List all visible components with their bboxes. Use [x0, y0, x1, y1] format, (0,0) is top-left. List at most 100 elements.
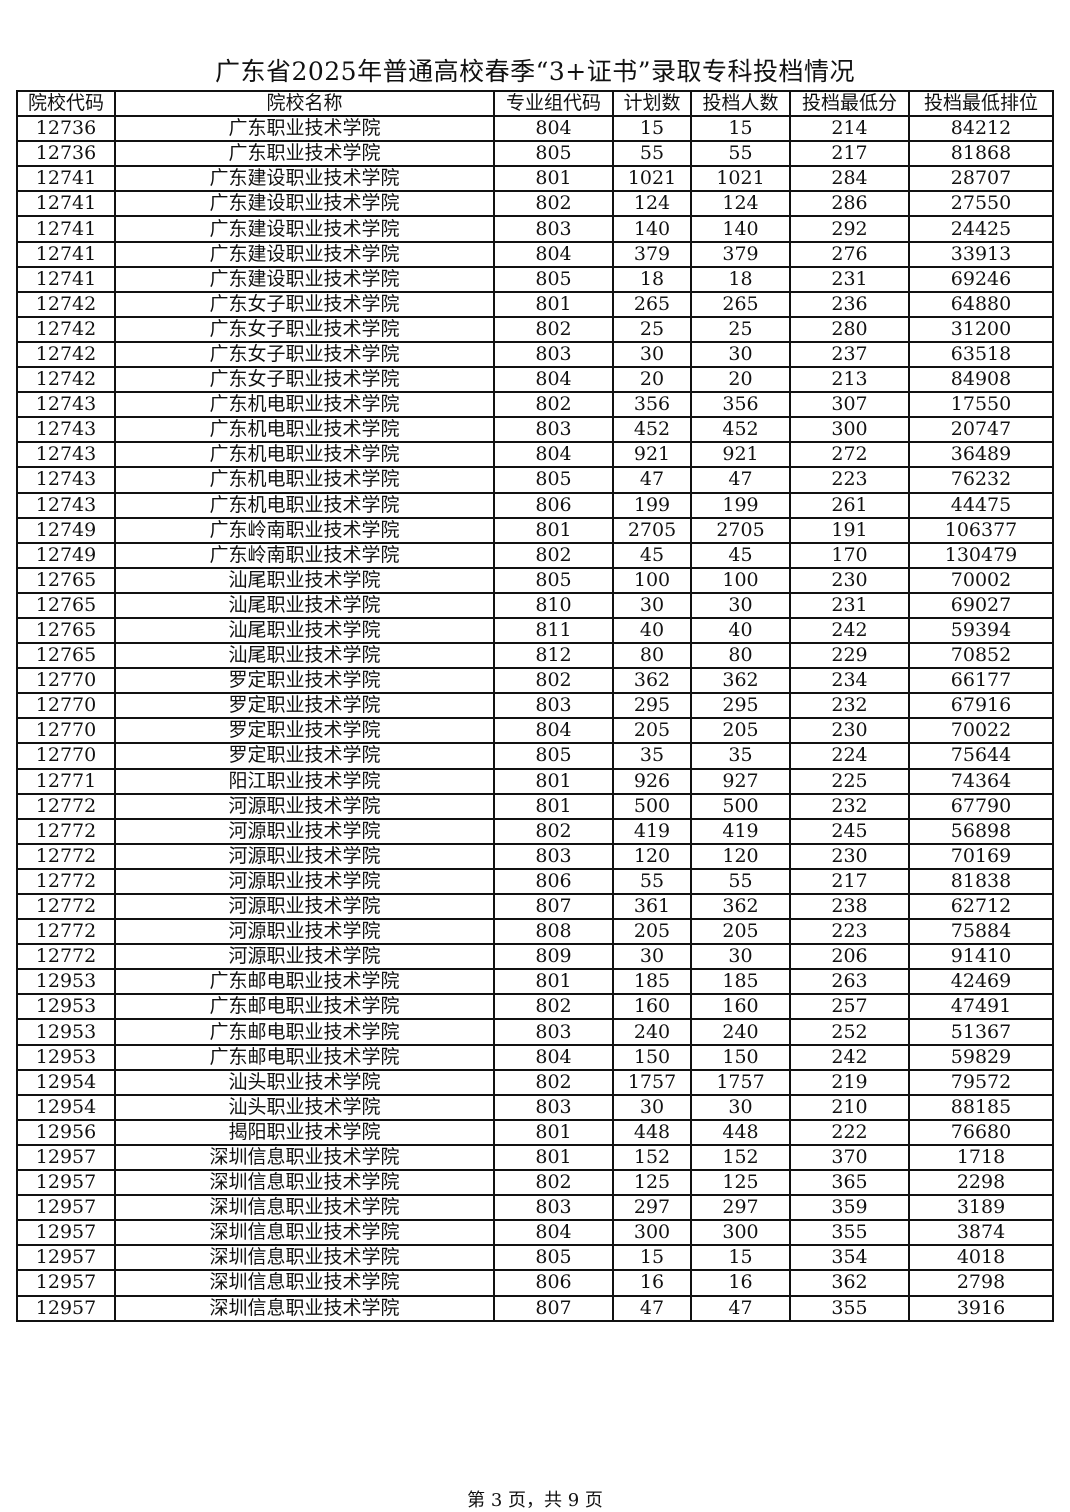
cell-school-name: 河源职业技术学院 — [114, 792, 495, 820]
cell-min-score: 214 — [789, 115, 910, 143]
cell-group-code: 801 — [493, 1143, 614, 1172]
cell-group-code: 802 — [493, 541, 614, 569]
cell-plan-count: 500 — [612, 792, 692, 820]
cell-min-rank: 2298 — [908, 1169, 1054, 1197]
table-row: 12742 广东女子职业技术学院 801 265 265 236 64880 — [16, 290, 1054, 318]
cell-plan-count: 926 — [612, 767, 692, 795]
cell-group-code: 810 — [493, 591, 614, 619]
cell-school-code: 12770 — [16, 717, 116, 745]
cell-school-name: 深圳信息职业技术学院 — [114, 1269, 495, 1297]
cell-min-score: 272 — [789, 441, 910, 469]
cell-admitted-count: 47 — [690, 466, 791, 494]
cell-group-code: 804 — [493, 240, 614, 268]
cell-school-code: 12772 — [16, 867, 116, 896]
cell-group-code: 804 — [493, 1219, 614, 1247]
cell-plan-count: 20 — [612, 366, 692, 394]
cell-school-name: 广东职业技术学院 — [114, 115, 495, 143]
cell-min-score: 359 — [789, 1194, 910, 1222]
cell-min-score: 222 — [789, 1118, 910, 1146]
cell-group-code: 802 — [493, 190, 614, 218]
cell-group-code: 805 — [493, 140, 614, 168]
cell-admitted-count: 30 — [690, 340, 791, 369]
cell-school-name: 广东职业技术学院 — [114, 140, 495, 168]
cell-school-code: 12771 — [16, 767, 116, 795]
table-row: 12953 广东邮电职业技术学院 804 150 150 242 59829 — [16, 1043, 1054, 1071]
cell-school-code: 12956 — [16, 1118, 116, 1146]
cell-min-score: 230 — [789, 842, 910, 870]
header-admitted-count: 投档人数 — [690, 89, 791, 118]
cell-admitted-count: 80 — [690, 642, 791, 670]
page-number: 第 3 页，共 9 页 — [467, 1490, 603, 1511]
cell-plan-count: 160 — [612, 993, 692, 1021]
cell-min-score: 231 — [789, 591, 910, 619]
table-row: 12772 河源职业技术学院 803 120 120 230 70169 — [16, 842, 1054, 870]
cell-school-name: 汕头职业技术学院 — [114, 1068, 495, 1096]
cell-school-code: 12770 — [16, 742, 116, 770]
cell-school-name: 河源职业技术学院 — [114, 918, 495, 946]
table-row: 12772 河源职业技术学院 806 55 55 217 81838 — [16, 867, 1054, 896]
table-row: 12743 广东机电职业技术学院 802 356 356 307 17550 — [16, 391, 1054, 419]
cell-school-code: 12743 — [16, 491, 116, 519]
cell-admitted-count: 362 — [690, 667, 791, 695]
cell-group-code: 807 — [493, 892, 614, 921]
cell-min-rank: 47491 — [908, 993, 1054, 1021]
cell-group-code: 801 — [493, 1118, 614, 1146]
cell-admitted-count: 30 — [690, 1093, 791, 1121]
table-body: 12736 广东职业技术学院 804 15 15 214 84212 12736 广东职业技术学… — [16, 115, 1054, 1322]
header-min-score: 投档最低分 — [789, 89, 910, 118]
cell-min-score: 300 — [789, 416, 910, 444]
cell-min-rank: 81838 — [908, 867, 1054, 896]
cell-school-name: 广东机电职业技术学院 — [114, 441, 495, 469]
cell-min-rank: 3189 — [908, 1194, 1054, 1222]
table-row: 12957 深圳信息职业技术学院 804 300 300 355 3874 — [16, 1219, 1054, 1247]
cell-admitted-count: 152 — [690, 1143, 791, 1172]
cell-school-code: 12742 — [16, 315, 116, 343]
cell-school-name: 广东女子职业技术学院 — [114, 340, 495, 369]
cell-plan-count: 185 — [612, 968, 692, 996]
cell-min-score: 307 — [789, 391, 910, 419]
cell-school-name: 深圳信息职业技术学院 — [114, 1169, 495, 1197]
header-row: 院校代码 院校名称 专业组代码 计划数 投档人数 投档最低分 投档最低排位 — [16, 89, 1054, 118]
cell-group-code: 801 — [493, 516, 614, 544]
cell-plan-count: 150 — [612, 1043, 692, 1071]
cell-min-rank: 44475 — [908, 491, 1054, 519]
cell-school-name: 深圳信息职业技术学院 — [114, 1143, 495, 1172]
cell-group-code: 802 — [493, 315, 614, 343]
table-row: 12765 汕尾职业技术学院 811 40 40 242 59394 — [16, 616, 1054, 645]
cell-school-code: 12742 — [16, 366, 116, 394]
table-row: 12770 罗定职业技术学院 805 35 35 224 75644 — [16, 742, 1054, 770]
cell-admitted-count: 160 — [690, 993, 791, 1021]
cell-school-name: 罗定职业技术学院 — [114, 717, 495, 745]
cell-admitted-count: 140 — [690, 215, 791, 243]
cell-group-code: 808 — [493, 918, 614, 946]
cell-min-score: 362 — [789, 1269, 910, 1297]
cell-school-code: 12772 — [16, 817, 116, 845]
cell-school-name: 河源职业技术学院 — [114, 817, 495, 845]
cell-plan-count: 199 — [612, 491, 692, 519]
cell-plan-count: 15 — [612, 115, 692, 143]
cell-min-rank: 42469 — [908, 968, 1054, 996]
table-row: 12772 河源职业技术学院 802 419 419 245 56898 — [16, 817, 1054, 845]
cell-plan-count: 2705 — [612, 516, 692, 544]
cell-school-name: 深圳信息职业技术学院 — [114, 1219, 495, 1247]
cell-min-score: 365 — [789, 1169, 910, 1197]
cell-min-score: 217 — [789, 140, 910, 168]
cell-school-name: 广东邮电职业技术学院 — [114, 993, 495, 1021]
cell-school-code: 12957 — [16, 1169, 116, 1197]
cell-group-code: 801 — [493, 767, 614, 795]
cell-min-rank: 75644 — [908, 742, 1054, 770]
cell-plan-count: 18 — [612, 265, 692, 293]
cell-school-name: 广东机电职业技术学院 — [114, 491, 495, 519]
cell-min-score: 234 — [789, 667, 910, 695]
page-title: 广东省2025年普通高校春季“3+证书”录取专科投档情况 — [214, 57, 856, 86]
table-row: 12954 汕头职业技术学院 803 30 30 210 88185 — [16, 1093, 1054, 1121]
cell-school-code: 12953 — [16, 1018, 116, 1046]
cell-school-code: 12770 — [16, 692, 116, 720]
cell-plan-count: 297 — [612, 1194, 692, 1222]
cell-school-name: 河源职业技术学院 — [114, 842, 495, 870]
cell-school-code: 12957 — [16, 1244, 116, 1272]
cell-min-rank: 74364 — [908, 767, 1054, 795]
cell-admitted-count: 2705 — [690, 516, 791, 544]
cell-min-score: 223 — [789, 466, 910, 494]
cell-min-rank: 66177 — [908, 667, 1054, 695]
